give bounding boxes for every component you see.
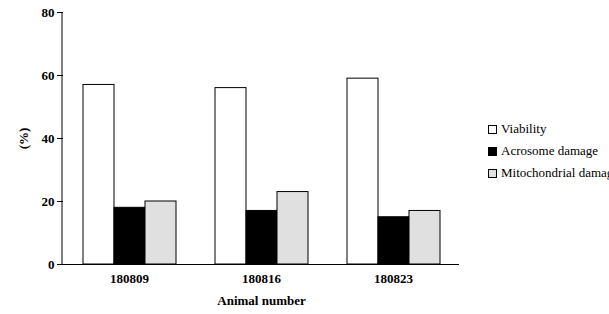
html-text:Acrosome damage: Acrosome damage — [501, 143, 599, 158]
svg-text:180809: 180809 — [110, 271, 150, 286]
html-text:Viability: Viability — [501, 121, 547, 136]
svg-text:180816: 180816 — [242, 271, 282, 286]
svg-text:20: 20 — [42, 194, 55, 209]
svg-text:Animal number: Animal number — [217, 293, 306, 308]
svg-text:60: 60 — [42, 68, 55, 83]
svg-text:0: 0 — [48, 257, 55, 272]
svg-text:(%): (%) — [16, 128, 31, 150]
svg-text:80: 80 — [42, 5, 55, 20]
svg-text:40: 40 — [42, 131, 55, 146]
svg-text:180823: 180823 — [374, 271, 414, 286]
